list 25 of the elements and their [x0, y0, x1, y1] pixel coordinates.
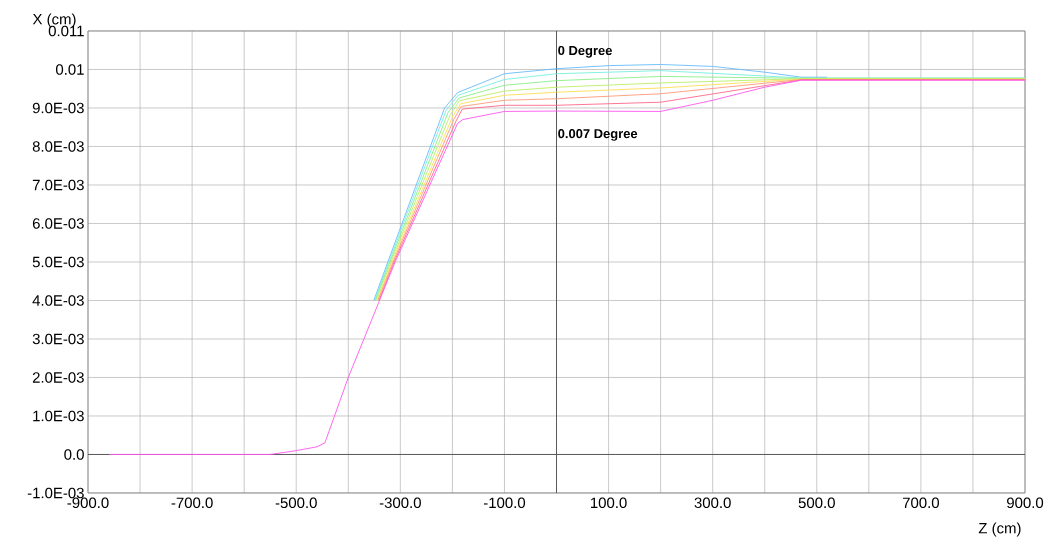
- y-tick-label: 4.0E-03: [32, 295, 84, 306]
- y-tick-label: 3.0E-03: [32, 333, 84, 345]
- annotation: 0 Degree: [558, 45, 612, 58]
- y-tick-label: 1.0E-03: [33, 410, 84, 422]
- y-tick-label: 0.0: [64, 449, 84, 460]
- x-tick-label: -500.0: [275, 497, 317, 509]
- x-tick-label: 500.0: [798, 497, 835, 509]
- x-tick-label: -300.0: [379, 497, 421, 509]
- annotation: 0.007 Degree: [558, 129, 638, 141]
- y-tick-label: 8.0E-03: [32, 141, 84, 152]
- y-tick-label: -1.0E-03: [27, 487, 84, 499]
- x-tick-label: -100.0: [483, 497, 526, 509]
- x-tick-label: 100.0: [591, 497, 627, 509]
- x-tick-label: 700.0: [902, 497, 939, 509]
- y-tick-label: 6.0E-03: [32, 218, 84, 229]
- x-tick-label: -900.0: [67, 497, 109, 509]
- y-tick-label: 7.0E-03: [32, 179, 84, 191]
- y-tick-label: 9.0E-03: [32, 102, 84, 114]
- x-tick-label: 300.0: [694, 497, 731, 509]
- y-tick-label: 0.01: [55, 64, 84, 75]
- x-axis-title: Z (cm): [978, 522, 1021, 537]
- y-tick-label: 5.0E-03: [32, 256, 84, 268]
- x-tick-label: 900.0: [1007, 497, 1044, 509]
- y-tick-label: 2.0E-03: [32, 372, 84, 383]
- x-tick-label: -700.0: [171, 497, 213, 509]
